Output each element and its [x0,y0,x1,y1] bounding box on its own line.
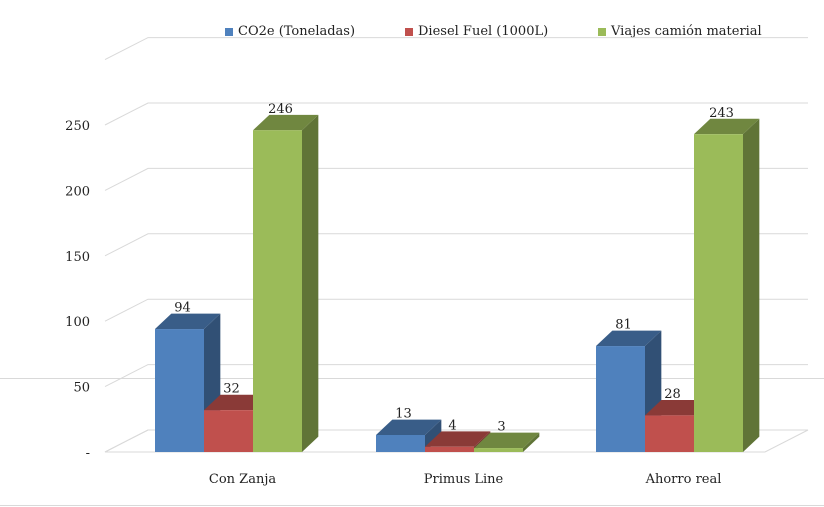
y-tick-label: 150 [65,250,90,265]
bar [253,130,302,452]
bar-side [523,432,540,452]
gridline [104,364,808,388]
legend-swatch-diesel [405,27,413,36]
data-label: 4 [448,418,456,433]
gridline [104,298,808,322]
x-tick-label: Con Zanja [209,472,276,487]
bar-top [253,114,319,131]
bar-top [596,330,662,347]
chart-frame-line-bottom [0,505,824,506]
y-tick-label: - [86,446,90,461]
legend-label-co2e: CO2e (Toneladas) [238,24,356,39]
data-label: 28 [664,387,681,402]
data-label: 13 [395,407,412,422]
x-tick-label: Ahorro real [645,472,722,487]
data-label: 32 [223,382,240,397]
data-label: 94 [174,301,191,316]
legend-item-co2e: CO2e (Toneladas) [225,24,355,39]
gridline [104,167,808,191]
bar-top [474,432,540,449]
data-label: 81 [615,318,632,333]
y-tick-label: 250 [65,119,90,134]
y-tick-label: 100 [65,315,90,330]
bar [155,329,204,452]
legend-item-viajes: Viajes camión material [598,24,762,39]
bar-top [376,419,442,435]
bar-side [743,118,760,453]
data-label: 246 [268,102,293,117]
bar [204,410,253,452]
chart-frame-line [0,378,824,379]
y-tick-label: 50 [73,381,90,396]
bar-top [425,431,491,447]
x-tick-label: Primus Line [424,472,504,487]
bar [645,415,694,452]
bar [376,434,425,452]
legend-label-diesel: Diesel Fuel (1000L) [418,24,549,39]
bar [596,346,645,452]
data-label: 243 [709,106,734,121]
bar [474,448,523,452]
bar [694,134,743,452]
bar-top [155,313,221,330]
y-tick-label: 200 [65,184,90,199]
legend-swatch-viajes [598,27,606,36]
legend-label-viajes: Viajes camión material [611,24,762,39]
bar [425,446,474,452]
gridline [104,102,808,126]
gridline [104,37,808,61]
gridline [104,429,808,453]
legend: CO2e (Toneladas) Diesel Fuel (1000L) Via… [0,24,824,44]
legend-item-diesel: Diesel Fuel (1000L) [405,24,548,39]
legend-swatch-co2e [225,27,233,36]
bar-top [694,118,760,135]
gridline [104,233,808,257]
data-label: 3 [497,420,505,435]
bar-side [302,114,319,452]
